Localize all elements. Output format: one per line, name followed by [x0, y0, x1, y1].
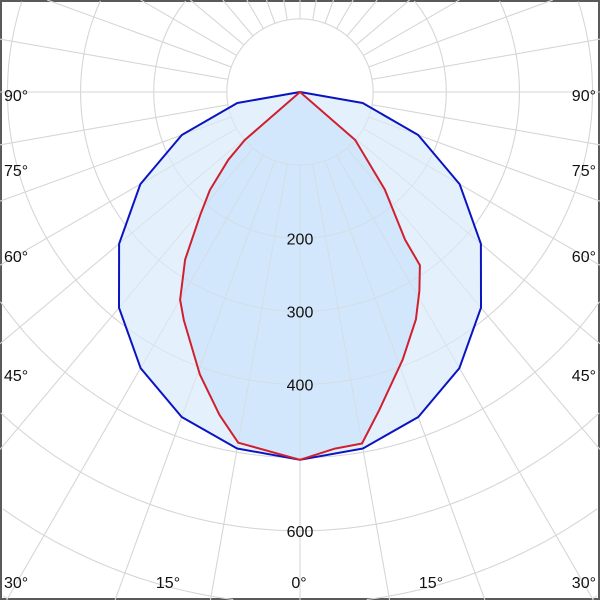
- radial-tick-label: 400: [287, 378, 314, 395]
- angle-label-right: 60°: [572, 249, 596, 266]
- spoke-line: [0, 116, 232, 202]
- angle-label-left: 60°: [4, 249, 28, 266]
- spoke-line: [363, 0, 460, 56]
- radial-circle: [0, 412, 600, 532]
- radial-circle: [2, 595, 598, 600]
- spoke-line: [0, 38, 229, 80]
- spoke-line: [0, 138, 245, 345]
- spoke-line: [140, 0, 237, 56]
- spoke-line: [312, 0, 317, 21]
- radial-circle: [2, 508, 598, 600]
- spoke-line: [371, 38, 600, 80]
- angle-label-right: 75°: [572, 163, 596, 180]
- radial-circle: [226, 18, 374, 166]
- spoke-line: [209, 163, 288, 600]
- angle-label-bottom: 30°: [572, 575, 596, 592]
- series-1-line: [179, 91, 421, 461]
- radial-tick-label: 300: [287, 304, 314, 321]
- angle-label-right: 45°: [572, 368, 596, 385]
- angle-label-bottom: 0°: [291, 575, 306, 592]
- spoke-line: [283, 0, 288, 21]
- angle-label-left: 75°: [4, 163, 28, 180]
- spoke-line: [0, 128, 237, 266]
- spoke-line: [190, 0, 245, 46]
- spoke-line: [355, 138, 600, 345]
- spoke-line: [346, 0, 378, 37]
- labels-layer: 200 300 400 600 90° 75° 60° 45° 90° 75° 60° 45° 30° 1…: [4, 88, 596, 592]
- spoke-line: [368, 116, 600, 202]
- radial-circle: [7, 1, 593, 385]
- spoke-line: [6, 155, 264, 600]
- spoke-line: [246, 0, 264, 29]
- angle-label-right: 90°: [572, 88, 596, 105]
- spoke-line: [0, 147, 254, 450]
- radial-circle: [80, 0, 520, 312]
- angle-label-bottom: 30°: [4, 575, 28, 592]
- spoke-line: [47, 0, 232, 68]
- angle-label-bottom: 15°: [156, 575, 180, 592]
- spoke-line: [222, 0, 254, 37]
- radial-circle: [153, 0, 447, 239]
- spoke-line: [336, 0, 354, 29]
- spoke-line: [368, 0, 553, 68]
- spoke-line: [0, 104, 229, 146]
- spoke-line: [324, 0, 334, 24]
- spoke-line: [312, 163, 391, 600]
- radial-tick-label: 200: [287, 231, 314, 248]
- radial-circle: [0, 301, 600, 459]
- spoke-line: [266, 0, 276, 24]
- spoke-line: [336, 155, 594, 600]
- spoke-line: [363, 128, 600, 266]
- spoke-line: [355, 0, 410, 46]
- spoke-line: [114, 160, 276, 600]
- spoke-line: [371, 104, 600, 146]
- angle-label-left: 45°: [4, 368, 28, 385]
- spoke-line: [324, 160, 486, 600]
- radial-tick-label: 600: [287, 524, 314, 541]
- angle-label-bottom: 15°: [419, 575, 443, 592]
- angle-label-left: 90°: [4, 88, 28, 105]
